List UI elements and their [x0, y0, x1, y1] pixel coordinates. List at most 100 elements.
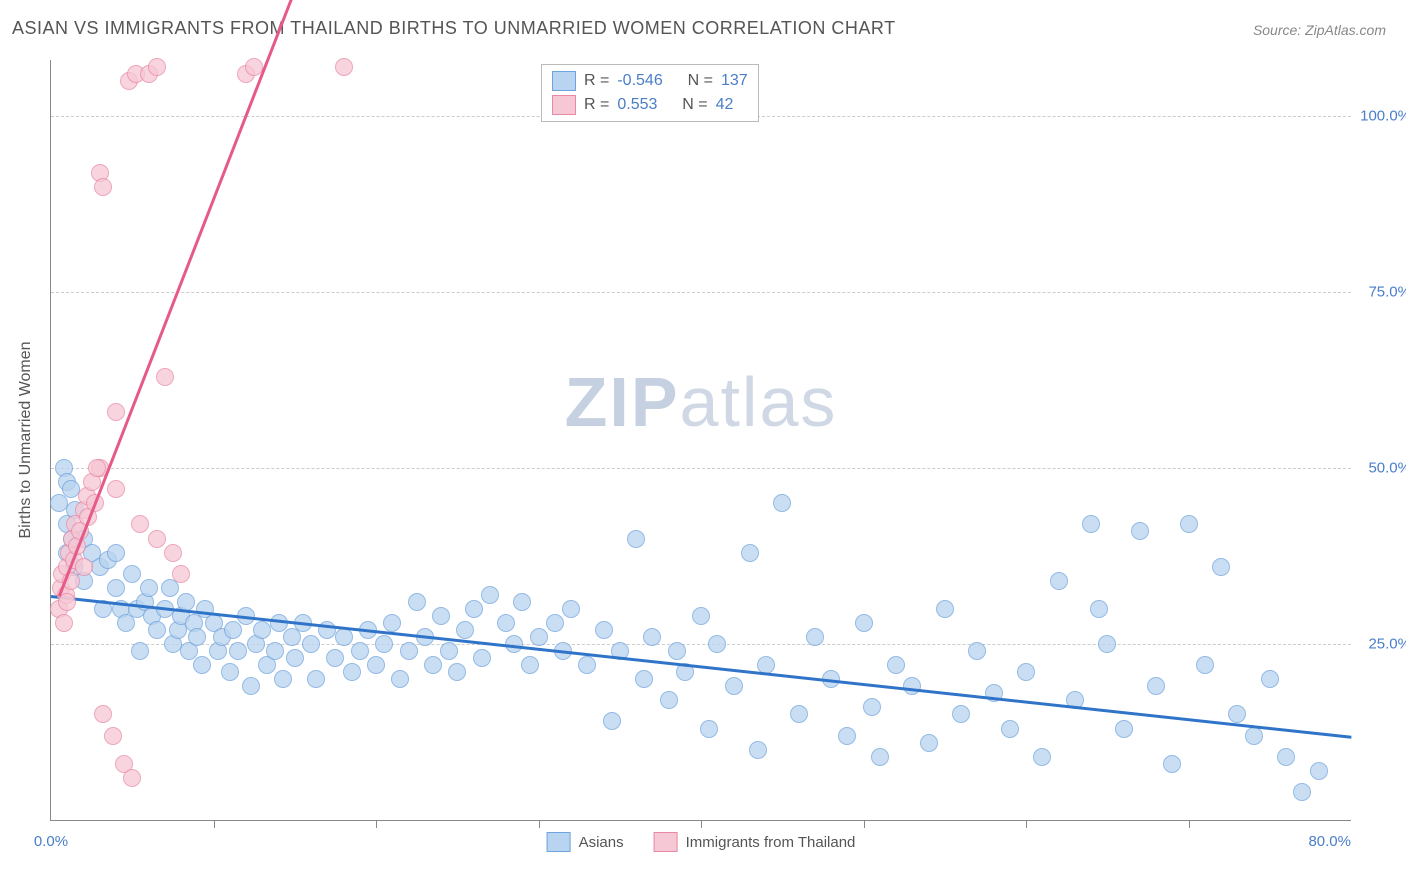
scatter-point — [107, 403, 125, 421]
stats-row: R = -0.546 N = 137 — [552, 69, 748, 93]
scatter-point — [936, 600, 954, 618]
x-tick — [701, 820, 702, 828]
scatter-point — [855, 614, 873, 632]
scatter-point — [708, 635, 726, 653]
scatter-point — [1050, 572, 1068, 590]
scatter-point — [968, 642, 986, 660]
scatter-point — [871, 748, 889, 766]
scatter-point — [55, 614, 73, 632]
scatter-point — [335, 628, 353, 646]
scatter-point — [75, 558, 93, 576]
scatter-point — [107, 480, 125, 498]
x-tick — [1189, 820, 1190, 828]
scatter-point — [164, 544, 182, 562]
scatter-point — [481, 586, 499, 604]
legend-item: Immigrants from Thailand — [654, 832, 856, 852]
scatter-point — [148, 621, 166, 639]
y-tick-label: 50.0% — [1368, 460, 1406, 477]
scatter-point — [367, 656, 385, 674]
scatter-point — [863, 698, 881, 716]
scatter-point — [1115, 720, 1133, 738]
scatter-point — [123, 769, 141, 787]
scatter-point — [741, 544, 759, 562]
scatter-point — [172, 565, 190, 583]
scatter-point — [790, 705, 808, 723]
scatter-point — [383, 614, 401, 632]
legend: Asians Immigrants from Thailand — [547, 832, 856, 852]
x-tick — [376, 820, 377, 828]
scatter-point — [400, 642, 418, 660]
scatter-point — [692, 607, 710, 625]
series-swatch — [552, 95, 576, 115]
chart-title: ASIAN VS IMMIGRANTS FROM THAILAND BIRTHS… — [12, 18, 896, 39]
scatter-point — [148, 58, 166, 76]
scatter-point — [424, 656, 442, 674]
scatter-point — [660, 691, 678, 709]
scatter-point — [1196, 656, 1214, 674]
scatter-point — [274, 670, 292, 688]
scatter-point — [140, 579, 158, 597]
scatter-point — [131, 515, 149, 533]
gridline — [51, 292, 1351, 293]
legend-label: Asians — [579, 834, 624, 851]
scatter-point — [749, 741, 767, 759]
scatter-point — [432, 607, 450, 625]
scatter-point — [635, 670, 653, 688]
scatter-point — [440, 642, 458, 660]
legend-item: Asians — [547, 832, 624, 852]
scatter-point — [1001, 720, 1019, 738]
scatter-point — [473, 649, 491, 667]
gridline — [51, 468, 1351, 469]
scatter-point — [773, 494, 791, 512]
scatter-point — [107, 544, 125, 562]
x-max-label: 80.0% — [1308, 833, 1351, 850]
scatter-point — [94, 705, 112, 723]
scatter-point — [1082, 515, 1100, 533]
scatter-point — [1090, 600, 1108, 618]
scatter-point — [627, 530, 645, 548]
scatter-point — [1098, 635, 1116, 653]
x-tick — [864, 820, 865, 828]
scatter-point — [1147, 677, 1165, 695]
scatter-point — [595, 621, 613, 639]
scatter-point — [242, 677, 260, 695]
x-tick — [1026, 820, 1027, 828]
watermark: ZIPatlas — [565, 362, 838, 442]
scatter-point — [1131, 522, 1149, 540]
scatter-point — [94, 178, 112, 196]
legend-label: Immigrants from Thailand — [686, 834, 856, 851]
y-tick-label: 75.0% — [1368, 284, 1406, 301]
x-tick — [539, 820, 540, 828]
scatter-point — [1163, 755, 1181, 773]
scatter-point — [887, 656, 905, 674]
scatter-point — [302, 635, 320, 653]
scatter-point — [1017, 663, 1035, 681]
legend-swatch — [547, 832, 571, 852]
scatter-point — [920, 734, 938, 752]
scatter-point — [530, 628, 548, 646]
scatter-point — [1212, 558, 1230, 576]
scatter-point — [148, 530, 166, 548]
scatter-point — [562, 600, 580, 618]
scatter-point — [326, 649, 344, 667]
scatter-point — [725, 677, 743, 695]
source-label: Source: ZipAtlas.com — [1253, 22, 1386, 38]
scatter-point — [1277, 748, 1295, 766]
scatter-point — [1310, 762, 1328, 780]
scatter-point — [104, 727, 122, 745]
scatter-point — [546, 614, 564, 632]
scatter-point — [266, 642, 284, 660]
scatter-point — [1033, 748, 1051, 766]
scatter-point — [1245, 727, 1263, 745]
scatter-point — [578, 656, 596, 674]
y-tick-label: 100.0% — [1360, 108, 1406, 125]
stats-box: R = -0.546 N = 137R = 0.553 N = 42 — [541, 64, 759, 122]
scatter-point — [343, 663, 361, 681]
scatter-point — [123, 565, 141, 583]
x-tick — [214, 820, 215, 828]
scatter-point — [603, 712, 621, 730]
scatter-point — [448, 663, 466, 681]
scatter-point — [229, 642, 247, 660]
scatter-point — [1261, 670, 1279, 688]
scatter-point — [806, 628, 824, 646]
